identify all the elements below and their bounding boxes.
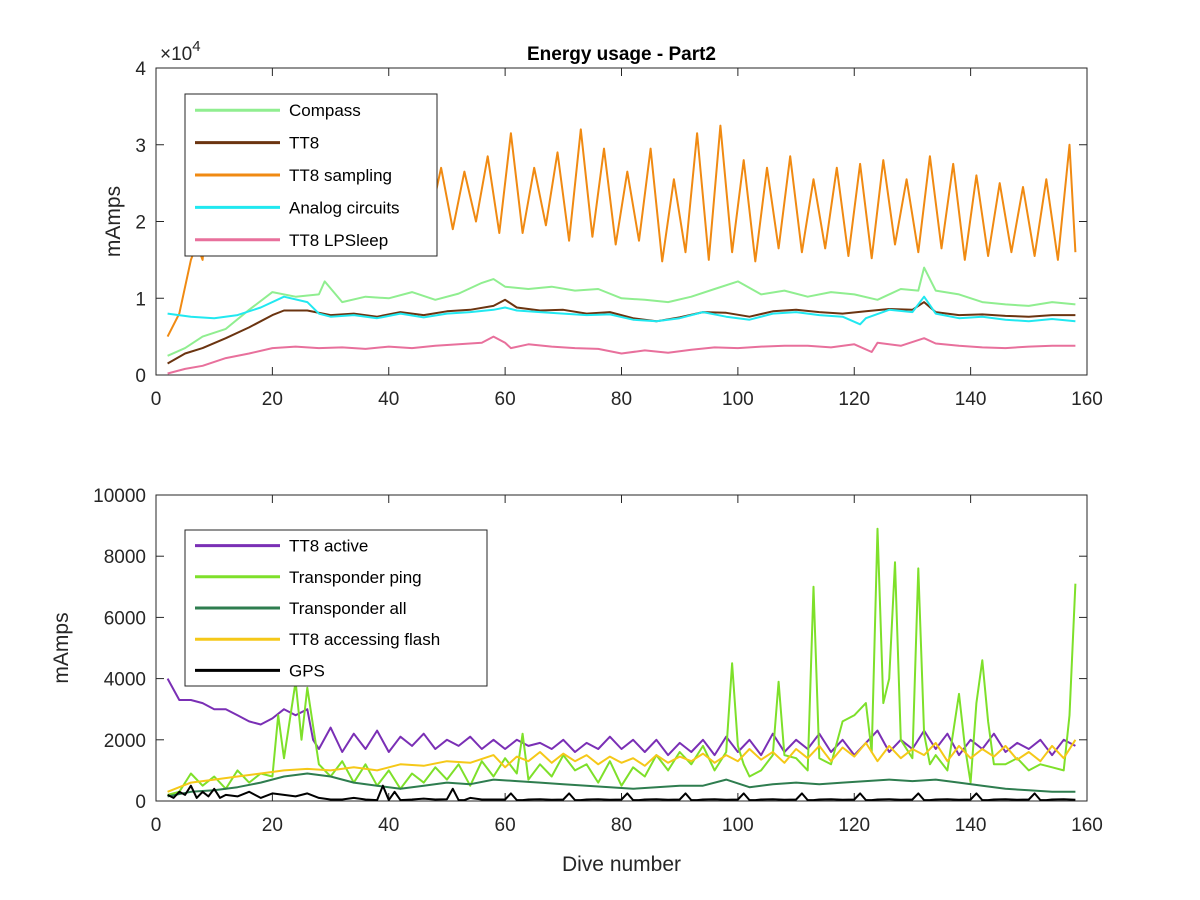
legend: TT8 active Transponder ping Transponder al… bbox=[184, 529, 488, 687]
x-tick-label: 100 bbox=[722, 815, 754, 836]
series-line-analog-circuits bbox=[167, 295, 1076, 326]
x-tick-label: 80 bbox=[611, 815, 632, 836]
series-line-gps bbox=[167, 784, 1076, 801]
series-line-tt8-accessing-flash bbox=[167, 739, 1077, 793]
chart-2: 0 20 40 60 80 100 120 140 160 0 2000 4000 6000 8000 10… bbox=[50, 486, 1103, 876]
chart-title: Energy usage - Part2 bbox=[527, 44, 716, 65]
y-axis-label: mAmps bbox=[102, 186, 125, 257]
legend-label: Analog circuits bbox=[289, 198, 400, 217]
series-line-tt8-active bbox=[166, 678, 1076, 757]
x-tick-label: 140 bbox=[955, 815, 987, 836]
y-tick-label: 6000 bbox=[104, 608, 146, 629]
y-tick-label: 8000 bbox=[104, 547, 146, 568]
x-tick-label: 120 bbox=[838, 389, 870, 410]
y-axis-label: mAmps bbox=[50, 612, 73, 683]
y-tick-label: 0 bbox=[135, 792, 146, 813]
y-tick-label: 1 bbox=[135, 289, 146, 310]
y-tick-label: 4 bbox=[135, 59, 146, 80]
y-tick-label: 3 bbox=[135, 136, 146, 157]
legend-label: TT8 sampling bbox=[289, 166, 392, 185]
x-tick-label: 100 bbox=[722, 389, 754, 410]
x-tick-label: 80 bbox=[611, 389, 632, 410]
series-line-transponder-ping bbox=[167, 527, 1077, 796]
legend: Compass TT8 TT8 sampling Analog circuits TT8… bbox=[184, 93, 438, 257]
legend-label: TT8 active bbox=[289, 537, 368, 556]
x-tick-label: 160 bbox=[1071, 389, 1103, 410]
x-tick-label: 0 bbox=[151, 389, 162, 410]
x-tick-label: 20 bbox=[262, 389, 283, 410]
exponent-base: ×10 bbox=[160, 44, 192, 65]
x-tick-label: 160 bbox=[1071, 815, 1103, 836]
legend-label: TT8 LPSleep bbox=[289, 231, 388, 250]
x-tick-label: 40 bbox=[378, 389, 399, 410]
y-exponent-label: ×104 bbox=[160, 38, 201, 65]
y-tick-label: 10000 bbox=[93, 486, 146, 507]
series-line-tt8 bbox=[167, 298, 1076, 365]
x-tick-label: 60 bbox=[495, 389, 516, 410]
x-tick-label: 0 bbox=[151, 815, 162, 836]
legend-label: TT8 bbox=[289, 134, 319, 153]
exponent-power: 4 bbox=[192, 38, 200, 55]
legend-label: TT8 accessing flash bbox=[289, 630, 440, 649]
series-line-tt8-lpsleep bbox=[167, 335, 1076, 375]
legend-label: Transponder all bbox=[289, 599, 407, 618]
x-tick-label: 120 bbox=[838, 815, 870, 836]
y-tick-label: 0 bbox=[135, 366, 146, 387]
x-tick-label: 40 bbox=[378, 815, 399, 836]
x-tick-label: 20 bbox=[262, 815, 283, 836]
x-tick-label: 140 bbox=[955, 389, 987, 410]
y-tick-label: 2 bbox=[135, 213, 146, 234]
legend-label: Transponder ping bbox=[289, 568, 422, 587]
series-line-compass bbox=[167, 266, 1076, 357]
y-tick-label: 2000 bbox=[104, 731, 146, 752]
series-line-transponder-all bbox=[167, 772, 1076, 798]
legend-label: GPS bbox=[289, 661, 325, 680]
y-tick-label: 4000 bbox=[104, 670, 146, 691]
legend-label: Compass bbox=[289, 101, 361, 120]
x-tick-label: 60 bbox=[495, 815, 516, 836]
x-axis-label: Dive number bbox=[562, 853, 681, 876]
